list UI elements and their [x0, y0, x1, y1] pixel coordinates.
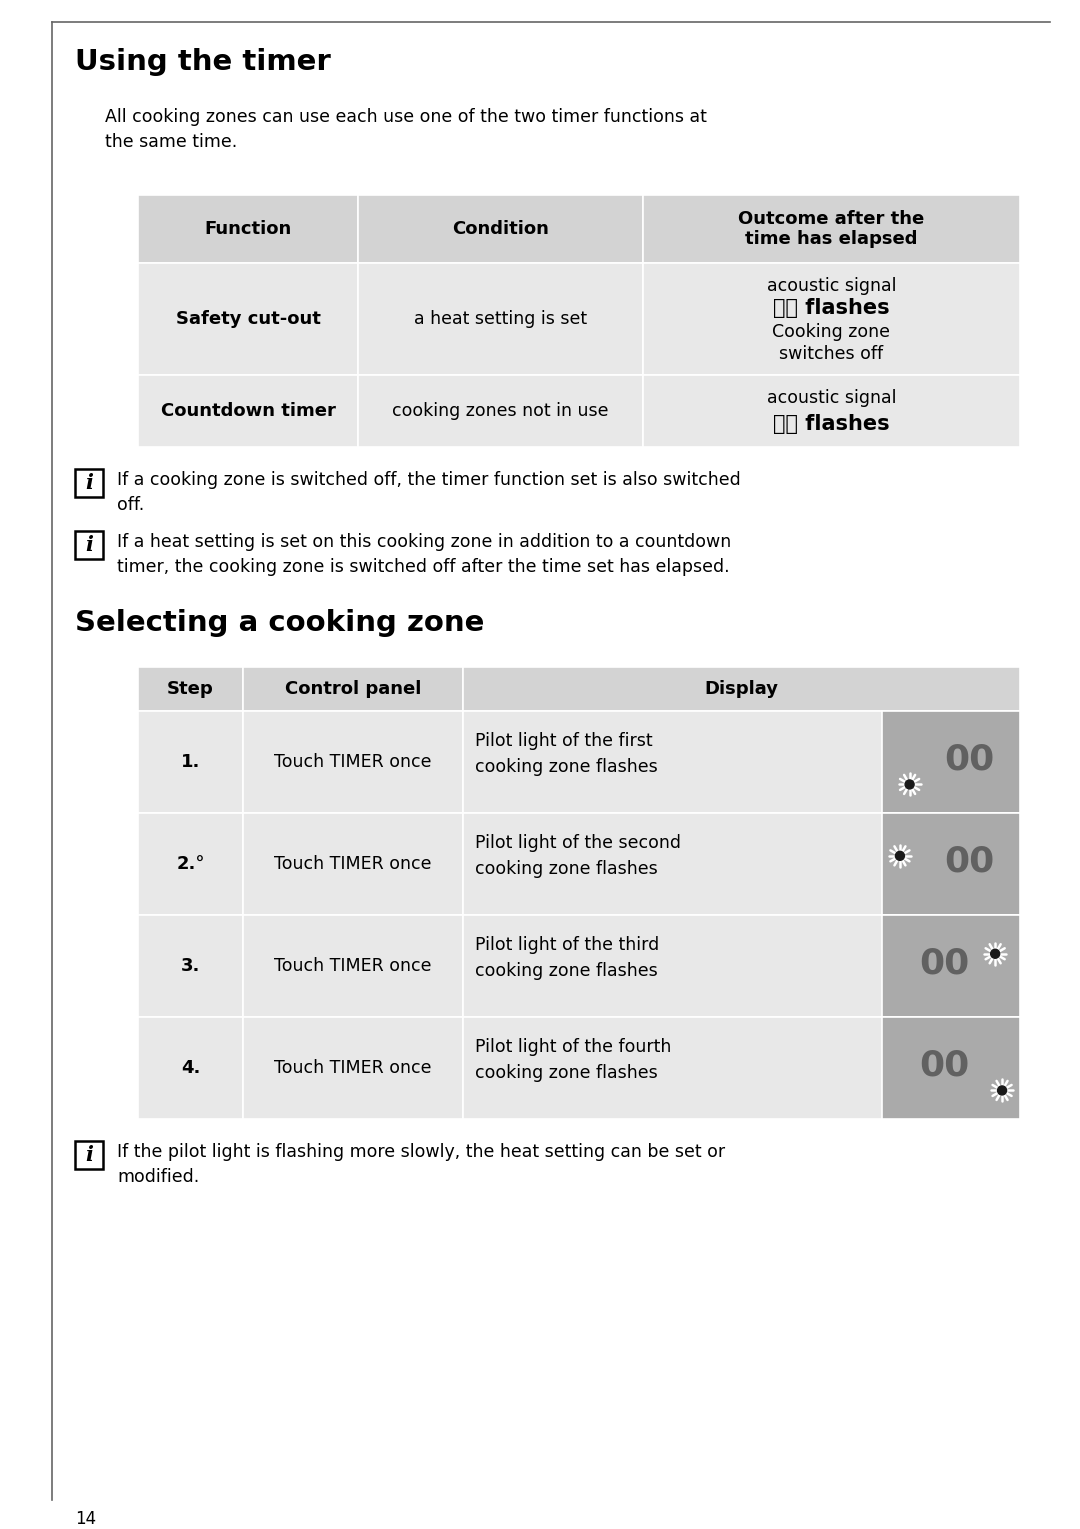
- Bar: [243, 813, 463, 914]
- Text: Touch TIMER once: Touch TIMER once: [274, 855, 432, 873]
- Text: If the pilot light is flashing more slowly, the heat setting can be set or
modif: If the pilot light is flashing more slow…: [117, 1144, 725, 1187]
- Text: 00: 00: [944, 743, 994, 777]
- Text: Pilot light of the first
cooking zone flashes: Pilot light of the first cooking zone fl…: [475, 732, 658, 775]
- Text: Pilot light of the third
cooking zone flashes: Pilot light of the third cooking zone fl…: [475, 936, 659, 980]
- Text: 1.: 1.: [180, 752, 200, 771]
- Text: Pilot light of the fourth
cooking zone flashes: Pilot light of the fourth cooking zone f…: [475, 1038, 672, 1081]
- Circle shape: [998, 1086, 1007, 1095]
- Bar: [138, 1017, 243, 1119]
- Circle shape: [990, 950, 1000, 959]
- Text: 00: 00: [919, 946, 969, 982]
- Bar: [357, 196, 643, 263]
- Text: Touch TIMER once: Touch TIMER once: [274, 957, 432, 976]
- Text: 00: 00: [919, 1049, 969, 1083]
- Text: 3.: 3.: [180, 957, 200, 976]
- Bar: [138, 196, 357, 263]
- Text: 14: 14: [75, 1511, 96, 1527]
- Text: ⧈⧈ flashes: ⧈⧈ flashes: [773, 414, 890, 434]
- Bar: [243, 914, 463, 1017]
- Bar: [243, 667, 463, 711]
- Text: Pilot light of the second
cooking zone flashes: Pilot light of the second cooking zone f…: [475, 835, 681, 878]
- Bar: [463, 711, 1020, 813]
- Text: a heat setting is set: a heat setting is set: [414, 310, 588, 329]
- Bar: [243, 1017, 463, 1119]
- Text: cooking zones not in use: cooking zones not in use: [392, 402, 609, 420]
- Bar: [243, 711, 463, 813]
- Bar: [138, 711, 243, 813]
- Text: Safety cut-out: Safety cut-out: [176, 310, 321, 329]
- Bar: [643, 196, 1020, 263]
- Text: Control panel: Control panel: [285, 680, 421, 699]
- Bar: [882, 1017, 1020, 1119]
- Bar: [138, 813, 243, 914]
- Text: acoustic signal: acoustic signal: [767, 277, 896, 295]
- Bar: [138, 667, 243, 711]
- Bar: [463, 667, 1020, 711]
- Text: All cooking zones can use each use one of the two timer functions at
the same ti: All cooking zones can use each use one o…: [105, 109, 707, 151]
- Bar: [643, 375, 1020, 446]
- Bar: [463, 1017, 1020, 1119]
- Text: 2.°: 2.°: [176, 855, 205, 873]
- Text: If a cooking zone is switched off, the timer function set is also switched
off.: If a cooking zone is switched off, the t…: [117, 471, 741, 514]
- Bar: [643, 263, 1020, 375]
- Bar: [138, 263, 357, 375]
- Text: ⧈⧈ flashes: ⧈⧈ flashes: [773, 298, 890, 318]
- Circle shape: [905, 780, 914, 789]
- Text: Condition: Condition: [453, 220, 549, 239]
- Bar: [75, 531, 103, 560]
- Bar: [138, 375, 357, 446]
- Text: 00: 00: [944, 846, 994, 879]
- Bar: [882, 813, 1020, 914]
- Text: Display: Display: [704, 680, 779, 699]
- Text: If a heat setting is set on this cooking zone in addition to a countdown
timer, : If a heat setting is set on this cooking…: [117, 534, 731, 576]
- Bar: [357, 375, 643, 446]
- Text: Touch TIMER once: Touch TIMER once: [274, 752, 432, 771]
- Bar: [882, 711, 1020, 813]
- Text: Selecting a cooking zone: Selecting a cooking zone: [75, 609, 484, 638]
- Text: Outcome after the
time has elapsed: Outcome after the time has elapsed: [739, 209, 924, 248]
- Bar: [75, 469, 103, 497]
- Circle shape: [895, 852, 904, 861]
- Text: i: i: [85, 1145, 93, 1165]
- Bar: [463, 813, 1020, 914]
- Bar: [357, 263, 643, 375]
- Text: Touch TIMER once: Touch TIMER once: [274, 1060, 432, 1076]
- Bar: [75, 1141, 103, 1170]
- Bar: [463, 914, 1020, 1017]
- Text: Function: Function: [204, 220, 292, 239]
- Text: Countdown timer: Countdown timer: [161, 402, 336, 420]
- Text: 4.: 4.: [180, 1060, 200, 1076]
- Text: i: i: [85, 472, 93, 492]
- Bar: [138, 914, 243, 1017]
- Bar: [882, 914, 1020, 1017]
- Text: acoustic signal: acoustic signal: [767, 388, 896, 407]
- Text: Cooking zone: Cooking zone: [772, 323, 891, 341]
- Text: i: i: [85, 535, 93, 555]
- Text: Step: Step: [167, 680, 214, 699]
- Text: Using the timer: Using the timer: [75, 47, 330, 76]
- Text: switches off: switches off: [780, 346, 883, 362]
